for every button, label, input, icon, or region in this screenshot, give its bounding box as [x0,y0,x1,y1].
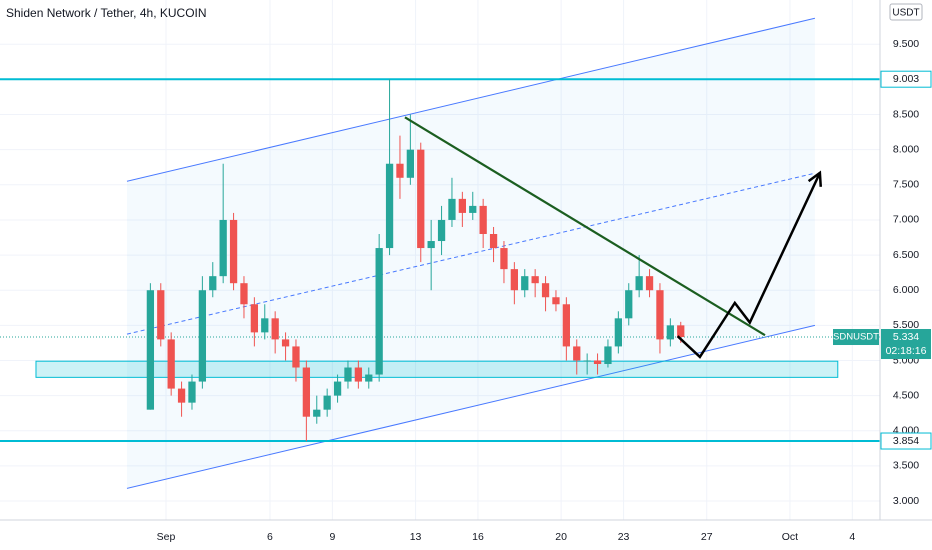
candle-body [666,325,674,340]
support-zone [35,360,839,378]
candle-body [292,346,300,368]
candle-body [614,318,622,347]
candle-body [479,205,487,234]
candle-body [625,290,633,319]
y-tick-label: 6.000 [893,284,919,296]
candle-body [333,381,342,396]
candle-body [489,234,498,249]
arrow-head [807,170,823,187]
x-tick-label: 13 [410,531,422,543]
candle-body [323,395,331,410]
channel-middle [126,172,816,335]
candle-body [573,346,581,361]
candle-body [677,325,685,338]
x-tick-label: 9 [329,531,335,543]
x-tick-label: 6 [267,531,273,543]
candle-body [437,219,446,242]
x-tick-label: 20 [555,531,567,543]
candle-body [604,346,612,364]
level-label-box [880,70,932,88]
trendline [404,116,766,337]
candle-body [146,290,155,410]
y-tick-label: 9.500 [893,38,919,50]
y-tick-label: 3.500 [893,460,919,472]
candle-body [229,219,238,284]
y-tick-label: 3.000 [893,495,919,507]
candle-body [198,290,207,382]
candle-body [552,297,560,305]
countdown: 02:18:16 [886,345,927,357]
candle-body [406,149,415,178]
candle-body [375,248,383,375]
candle-body [458,198,466,213]
y-tick-label: 5.500 [893,319,919,331]
candle-body [250,304,259,333]
candle-body [656,290,664,340]
x-tick-label: 4 [849,531,855,543]
candle-body [562,304,570,347]
level-label: 3.854 [893,435,919,447]
currency: USDT [892,8,919,19]
candle-body [365,374,373,382]
candle-body [521,276,529,291]
y-tick-label: 6.500 [893,249,919,261]
y-tick-label: 7.500 [893,179,919,191]
candle-body [583,360,591,362]
candle-body [510,269,518,291]
y-tick-label: 7.000 [893,214,919,226]
currency-box[interactable] [889,3,923,21]
price-box [881,329,931,360]
projection-path [676,172,822,359]
candle-body [396,163,404,178]
candle-body [188,381,196,403]
candle-body [240,283,248,305]
candle-body [209,276,217,291]
symbol-box [833,329,879,346]
candle-body [385,163,394,249]
candle-body [157,290,165,340]
y-tick-label: 4.500 [893,389,919,401]
x-tick-label: Sep [157,531,176,543]
y-tick-label: 8.500 [893,108,919,120]
channel-upper [126,17,816,182]
candle-body [469,205,477,213]
candle-body [271,318,279,340]
x-tick-label: 16 [472,531,484,543]
candle-body [635,276,643,291]
candle-body [302,367,311,417]
candle-body [219,219,227,277]
last-price: 5.334 [893,331,919,343]
candle-body [281,339,290,347]
candle-body [261,318,269,333]
candle-body [354,367,363,382]
x-tick-label: 27 [701,531,713,543]
symbol-label: SDNUSDT [833,332,879,343]
level-label: 9.003 [893,73,919,85]
candle-body [177,388,186,403]
y-tick-label: 8.000 [893,143,919,155]
candle-body [167,339,175,389]
chart-title: Shiden Network / Tether, 4h, KUCOIN [6,6,207,20]
candle-body [427,241,435,249]
candle-body [593,360,602,364]
candle-body [417,149,425,249]
candle-body [344,367,352,382]
level-label-box [880,432,932,450]
x-tick-label: 23 [618,531,630,543]
channel-lower [126,324,816,489]
candle-body [313,409,321,417]
candle-body [531,276,539,284]
candle-body [448,198,456,220]
x-tick-label: Oct [782,531,798,543]
candle-body [541,283,550,298]
plot-area [0,0,880,520]
candle-body [500,248,508,270]
candle-body [645,276,654,291]
